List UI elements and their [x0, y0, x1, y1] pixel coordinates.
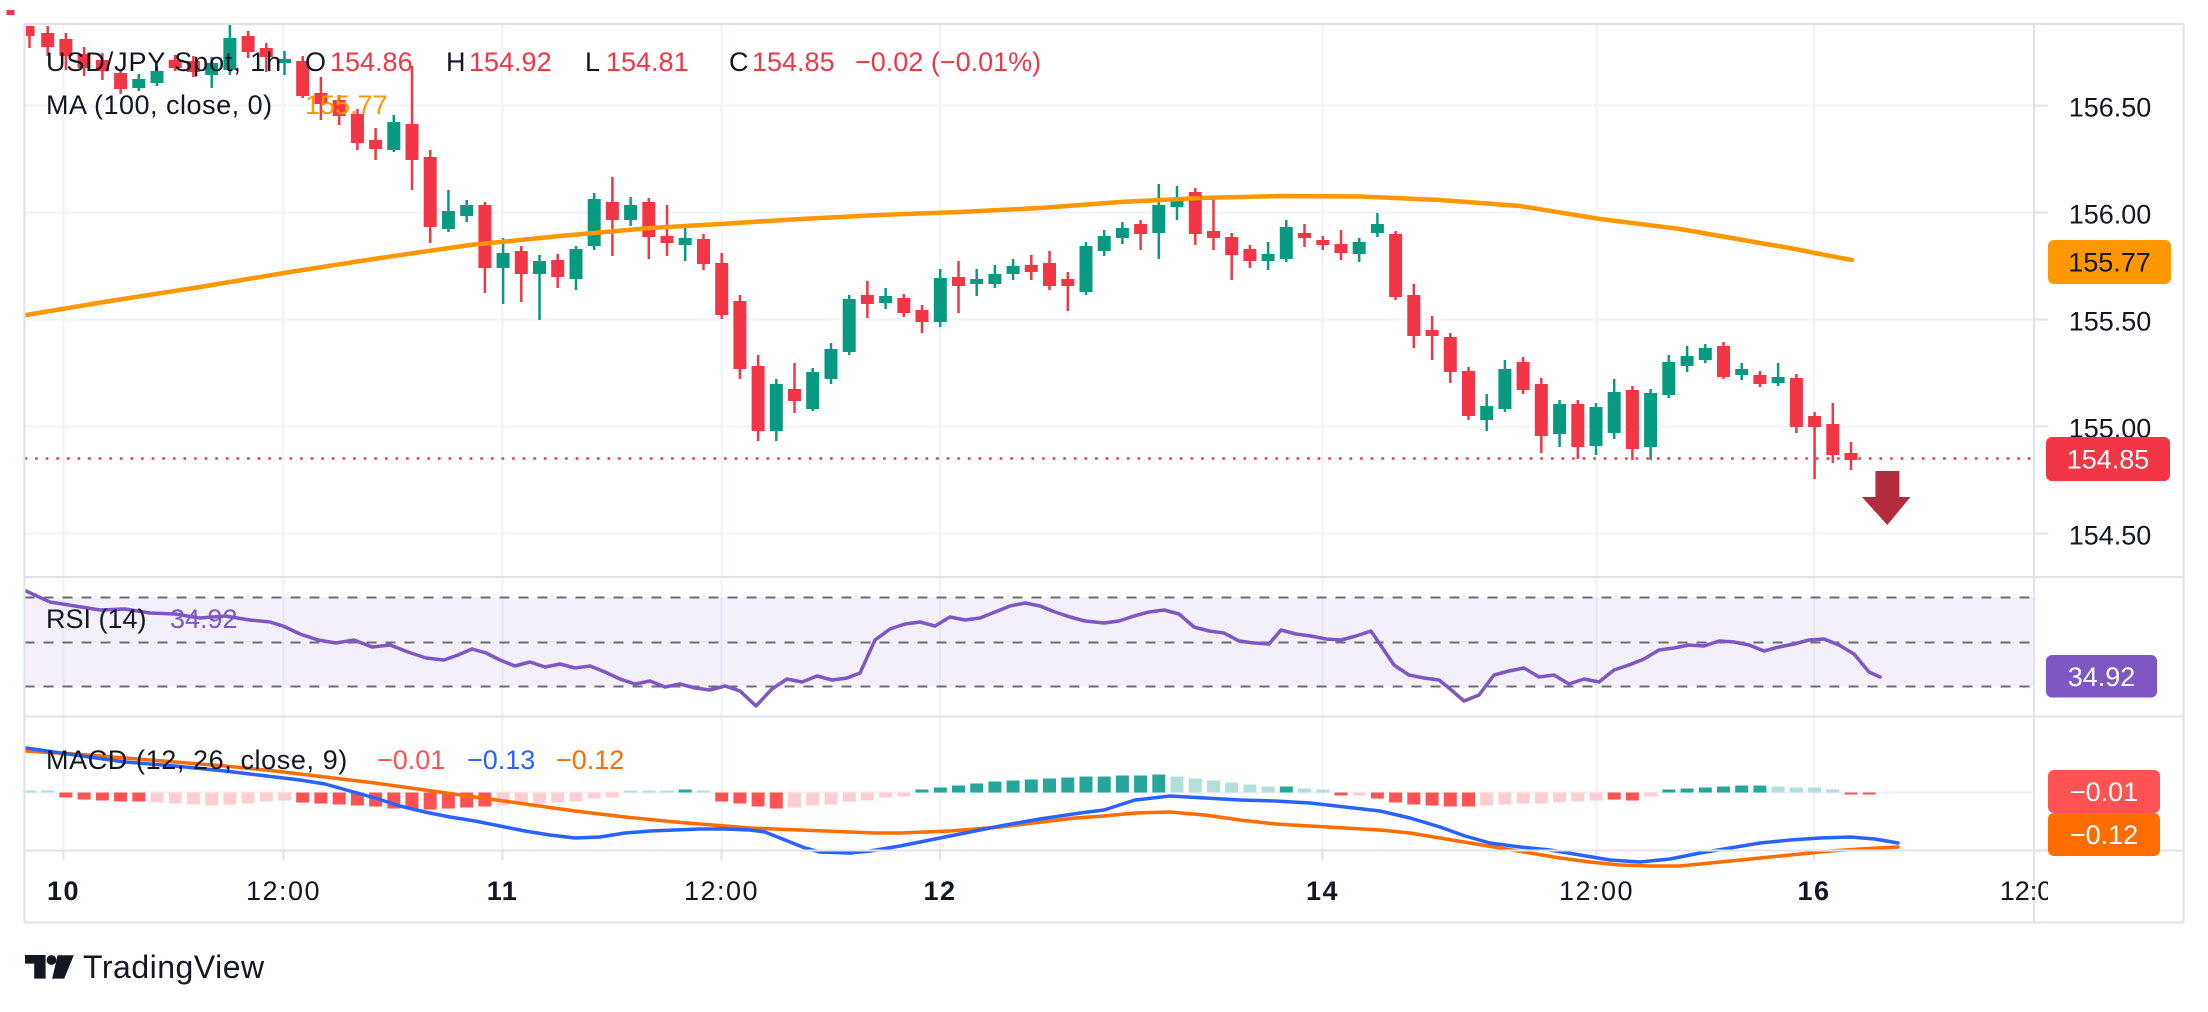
- svg-text:−0.01: −0.01: [2070, 777, 2138, 807]
- svg-text:TradingView: TradingView: [83, 949, 265, 985]
- svg-text:MA (100, close, 0)155.77: MA (100, close, 0) 155.77: [46, 90, 388, 120]
- svg-text:16: 16: [1797, 876, 1830, 906]
- svg-text:10: 10: [47, 876, 80, 906]
- svg-text:12: 12: [923, 876, 956, 906]
- svg-text:155.50: 155.50: [2069, 307, 2152, 337]
- svg-text:154.85: 154.85: [2067, 445, 2150, 475]
- svg-text:12:00: 12:00: [246, 876, 321, 906]
- svg-text:12:00: 12:00: [2000, 876, 2068, 906]
- svg-text:MACD (12, 26, close, 9)−0.01−0: MACD (12, 26, close, 9) −0.01 −0.13 −0.12: [46, 745, 624, 775]
- svg-text:155.77: 155.77: [2068, 248, 2151, 278]
- svg-text:14: 14: [1306, 876, 1339, 906]
- svg-text:12:00: 12:00: [1559, 876, 1634, 906]
- svg-text:RSI (14)34.92: RSI (14) 34.92: [46, 604, 238, 634]
- svg-text:154.50: 154.50: [2069, 521, 2152, 551]
- svg-text:11: 11: [487, 876, 519, 906]
- svg-text:156.50: 156.50: [2069, 93, 2152, 123]
- svg-text:−0.12: −0.12: [2070, 820, 2138, 850]
- svg-text:156.00: 156.00: [2069, 200, 2152, 230]
- svg-text:12:00: 12:00: [684, 876, 759, 906]
- svg-text:34.92: 34.92: [2068, 662, 2136, 692]
